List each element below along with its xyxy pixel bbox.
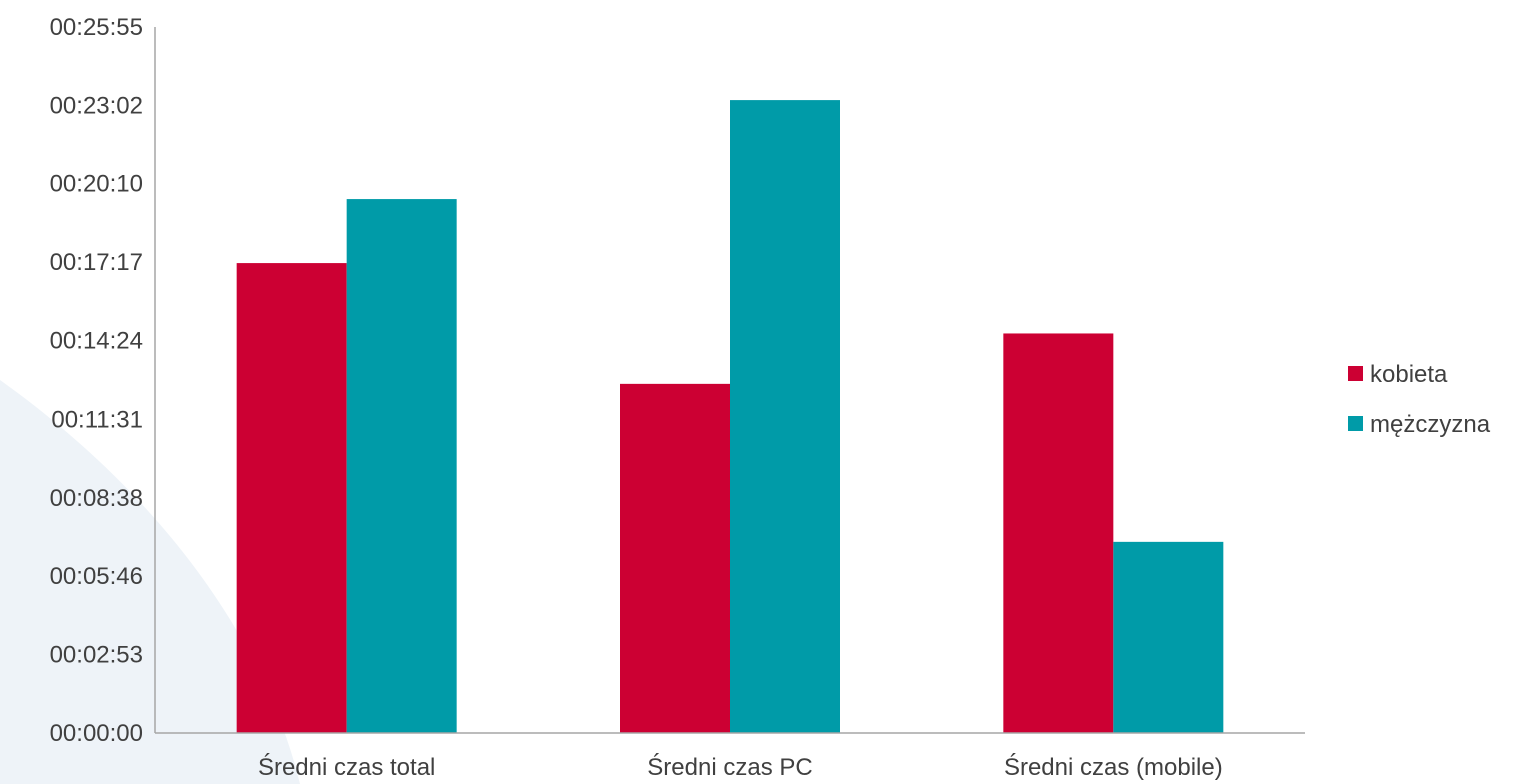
bar-mężczyzna-2	[730, 100, 840, 733]
bar-kobieta-2	[620, 383, 730, 733]
y-axis: 00:00:00 00:02:53 00:05:46 00:08:38 00:11:31…	[50, 14, 156, 747]
bar-kobieta-1	[236, 263, 347, 733]
x-category-label: Średni czas (mobile)	[1004, 753, 1223, 781]
y-tick-label: 00:17:17	[50, 249, 143, 276]
legend-label-mężczyzna: mężczyzna	[1370, 411, 1491, 438]
legend-label-kobieta: kobieta	[1370, 361, 1448, 388]
legend-swatch-kobieta	[1348, 366, 1363, 381]
x-category-label: Średni czas total	[258, 753, 435, 781]
bar-mężczyzna-1	[346, 199, 457, 734]
bar-kobieta-3	[1003, 333, 1114, 733]
y-tick-label: 00:20:10	[50, 171, 143, 198]
y-tick-label: 00:05:46	[50, 563, 143, 590]
y-tick-label: 00:14:24	[50, 328, 143, 355]
y-tick-label: 00:02:53	[50, 641, 143, 668]
bar-mężczyzna-3	[1113, 541, 1224, 733]
y-tick-label: 00:23:02	[50, 93, 143, 120]
y-tick-label: 00:11:31	[51, 406, 143, 433]
y-tick-label: 00:08:38	[50, 485, 143, 512]
legend-swatch-mężczyzna	[1348, 416, 1363, 431]
x-category-label: Średni czas PC	[647, 753, 812, 781]
background-swoosh	[0, 380, 300, 784]
bars-group	[236, 100, 1224, 734]
y-tick-label: 00:25:55	[50, 14, 143, 41]
x-axis: Średni czas total Średni czas PC Średni cz…	[155, 732, 1305, 781]
y-tick-label: 00:00:00	[50, 720, 143, 747]
legend: kobieta mężczyzna	[1348, 361, 1491, 438]
